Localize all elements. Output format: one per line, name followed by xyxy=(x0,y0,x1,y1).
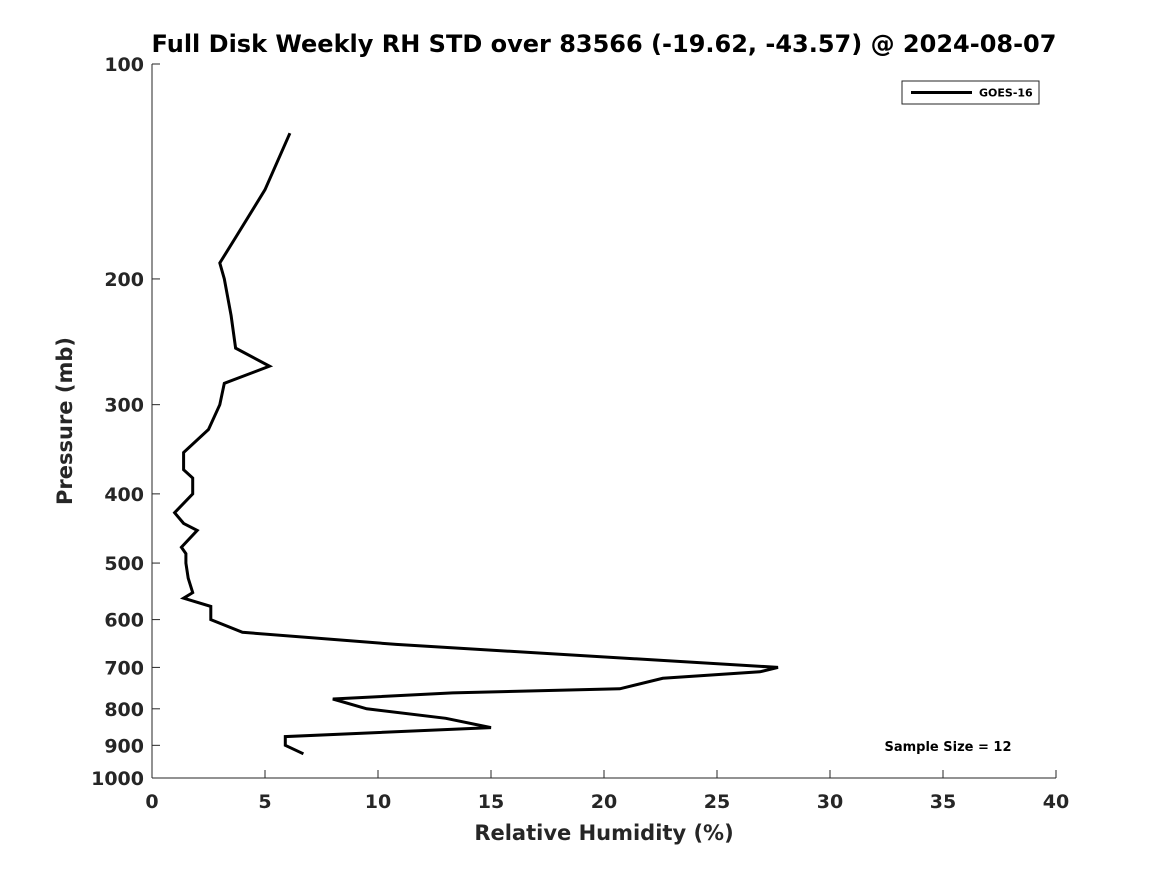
y-axis-label: Pressure (mb) xyxy=(53,337,77,505)
y-tick-label: 600 xyxy=(104,610,144,632)
x-tick-label: 25 xyxy=(704,791,730,813)
y-tick-label: 500 xyxy=(104,553,144,575)
x-tick-label: 5 xyxy=(258,791,271,813)
y-tick-label: 700 xyxy=(104,657,144,679)
plot-area: 0 5 10 15 20 25 30 35 40 100 200 300 400 500 600 700 800… xyxy=(91,54,1069,813)
y-tick-label: 200 xyxy=(104,269,144,291)
legend-label: GOES-16 xyxy=(979,87,1033,100)
y-tick-label: 800 xyxy=(104,699,144,721)
x-tick-label: 40 xyxy=(1043,791,1069,813)
x-tick-label: 20 xyxy=(591,791,617,813)
x-tick-label: 35 xyxy=(930,791,956,813)
y-tick-label: 100 xyxy=(104,54,144,76)
chart-title: Full Disk Weekly RH STD over 83566 (-19.… xyxy=(152,30,1057,58)
x-tick-label: 10 xyxy=(365,791,391,813)
y-tick-label: 900 xyxy=(104,735,144,757)
sample-size-annotation: Sample Size = 12 xyxy=(884,740,1011,755)
x-tick-label: 15 xyxy=(478,791,504,813)
y-tick-label: 1000 xyxy=(91,768,144,790)
series-line-goes-16 xyxy=(172,132,779,756)
x-tick-label: 30 xyxy=(817,791,843,813)
x-axis-label: Relative Humidity (%) xyxy=(474,821,733,845)
y-tick-label: 400 xyxy=(104,484,144,506)
y-tick-label: 300 xyxy=(104,395,144,417)
x-tick-label: 0 xyxy=(145,791,158,813)
